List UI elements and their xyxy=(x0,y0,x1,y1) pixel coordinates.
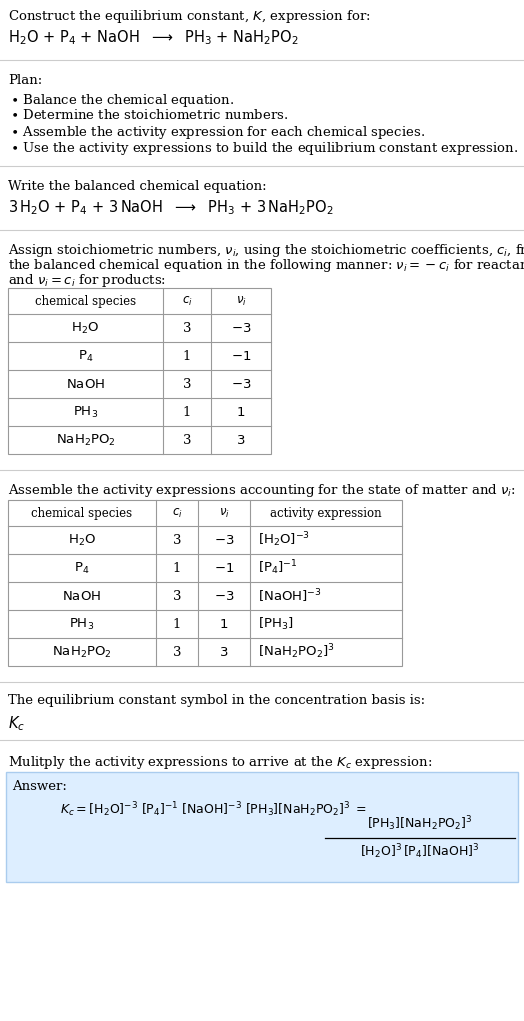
Text: $-1$: $-1$ xyxy=(231,349,251,362)
Text: $-3$: $-3$ xyxy=(214,534,234,546)
Text: $[\mathrm{NaH_2PO_2}]^3$: $[\mathrm{NaH_2PO_2}]^3$ xyxy=(258,642,335,662)
Text: $3$: $3$ xyxy=(236,434,246,446)
Text: Write the balanced chemical equation:: Write the balanced chemical equation: xyxy=(8,180,267,193)
Text: $\bullet$ Assemble the activity expression for each chemical species.: $\bullet$ Assemble the activity expressi… xyxy=(10,124,425,141)
Text: the balanced chemical equation in the following manner: $\nu_i = -c_i$ for react: the balanced chemical equation in the fo… xyxy=(8,257,524,274)
Text: $1$: $1$ xyxy=(236,405,246,419)
Text: $K_c$: $K_c$ xyxy=(8,714,25,733)
Text: $3\,\mathrm{H_2O}$ $+$ $\mathrm{P_4}$ $+$ $3\,\mathrm{NaOH}$  $\longrightarrow$ : $3\,\mathrm{H_2O}$ $+$ $\mathrm{P_4}$ $+… xyxy=(8,198,334,216)
Text: 3: 3 xyxy=(173,589,181,602)
Text: 1: 1 xyxy=(173,618,181,631)
Text: $-3$: $-3$ xyxy=(231,322,251,335)
Bar xyxy=(8,500,402,666)
Text: Assemble the activity expressions accounting for the state of matter and $\nu_i$: Assemble the activity expressions accoun… xyxy=(8,482,516,499)
Text: $\mathrm{NaOH}$: $\mathrm{NaOH}$ xyxy=(62,589,102,602)
Text: $[\mathrm{H_2O}]^{-3}$: $[\mathrm{H_2O}]^{-3}$ xyxy=(258,531,310,549)
Bar xyxy=(8,288,271,454)
Text: $\bullet$ Use the activity expressions to build the equilibrium constant express: $\bullet$ Use the activity expressions t… xyxy=(10,140,518,157)
Text: 1: 1 xyxy=(173,562,181,575)
Text: $\bullet$ Balance the chemical equation.: $\bullet$ Balance the chemical equation. xyxy=(10,92,234,109)
Text: Assign stoichiometric numbers, $\nu_i$, using the stoichiometric coefficients, $: Assign stoichiometric numbers, $\nu_i$, … xyxy=(8,242,524,259)
Text: $-1$: $-1$ xyxy=(214,562,234,575)
Text: Construct the equilibrium constant, $K$, expression for:: Construct the equilibrium constant, $K$,… xyxy=(8,8,370,25)
Text: and $\nu_i = c_i$ for products:: and $\nu_i = c_i$ for products: xyxy=(8,272,166,289)
Text: $\bullet$ Determine the stoichiometric numbers.: $\bullet$ Determine the stoichiometric n… xyxy=(10,108,288,121)
Text: 3: 3 xyxy=(183,322,191,335)
Text: $3$: $3$ xyxy=(220,645,228,659)
Text: Plan:: Plan: xyxy=(8,74,42,87)
Bar xyxy=(6,772,518,882)
Text: $\mathrm{PH_3}$: $\mathrm{PH_3}$ xyxy=(73,404,98,420)
Text: $[\mathrm{NaOH}]^{-3}$: $[\mathrm{NaOH}]^{-3}$ xyxy=(258,587,322,604)
Text: 1: 1 xyxy=(183,405,191,419)
Text: $\nu_i$: $\nu_i$ xyxy=(219,506,230,520)
Text: $\mathrm{NaOH}$: $\mathrm{NaOH}$ xyxy=(66,378,105,390)
Text: $-3$: $-3$ xyxy=(231,378,251,390)
Text: chemical species: chemical species xyxy=(35,294,136,307)
Text: 3: 3 xyxy=(183,434,191,446)
Text: $[\mathrm{PH_3}][\mathrm{NaH_2PO_2}]^3$: $[\mathrm{PH_3}][\mathrm{NaH_2PO_2}]^3$ xyxy=(367,815,473,833)
Text: $K_c = [\mathrm{H_2O}]^{-3}$ $[\mathrm{P_4}]^{-1}$ $[\mathrm{NaOH}]^{-3}$ $[\mat: $K_c = [\mathrm{H_2O}]^{-3}$ $[\mathrm{P… xyxy=(60,800,367,819)
Text: $\mathrm{P_4}$: $\mathrm{P_4}$ xyxy=(78,348,93,363)
Text: 1: 1 xyxy=(183,349,191,362)
Text: $-3$: $-3$ xyxy=(214,589,234,602)
Text: chemical species: chemical species xyxy=(31,506,133,520)
Text: activity expression: activity expression xyxy=(270,506,382,520)
Text: $c_i$: $c_i$ xyxy=(182,294,192,307)
Text: 3: 3 xyxy=(173,534,181,546)
Text: $[\mathrm{P_4}]^{-1}$: $[\mathrm{P_4}]^{-1}$ xyxy=(258,558,298,577)
Text: $\mathrm{PH_3}$: $\mathrm{PH_3}$ xyxy=(69,617,95,632)
Text: The equilibrium constant symbol in the concentration basis is:: The equilibrium constant symbol in the c… xyxy=(8,694,425,707)
Text: 3: 3 xyxy=(183,378,191,390)
Text: $\mathrm{H_2O}$: $\mathrm{H_2O}$ xyxy=(71,321,100,336)
Text: Answer:: Answer: xyxy=(12,780,67,793)
Text: $c_i$: $c_i$ xyxy=(172,506,182,520)
Text: $[\mathrm{PH_3}]$: $[\mathrm{PH_3}]$ xyxy=(258,616,293,632)
Text: $\nu_i$: $\nu_i$ xyxy=(236,294,246,307)
Text: 3: 3 xyxy=(173,645,181,659)
Text: $\mathrm{NaH_2PO_2}$: $\mathrm{NaH_2PO_2}$ xyxy=(56,433,115,447)
Text: $\mathrm{H_2O}$ $+$ $\mathrm{P_4}$ $+$ $\mathrm{NaOH}$  $\longrightarrow$  $\mat: $\mathrm{H_2O}$ $+$ $\mathrm{P_4}$ $+$ $… xyxy=(8,28,299,47)
Text: $\mathrm{P_4}$: $\mathrm{P_4}$ xyxy=(74,561,90,576)
Text: $\mathrm{NaH_2PO_2}$: $\mathrm{NaH_2PO_2}$ xyxy=(52,644,112,660)
Text: Mulitply the activity expressions to arrive at the $K_c$ expression:: Mulitply the activity expressions to arr… xyxy=(8,753,432,771)
Text: $1$: $1$ xyxy=(220,618,228,631)
Text: $\mathrm{H_2O}$: $\mathrm{H_2O}$ xyxy=(68,532,96,547)
Text: $[\mathrm{H_2O}]^3\,[\mathrm{P_4}][\mathrm{NaOH}]^3$: $[\mathrm{H_2O}]^3\,[\mathrm{P_4}][\math… xyxy=(361,842,479,862)
